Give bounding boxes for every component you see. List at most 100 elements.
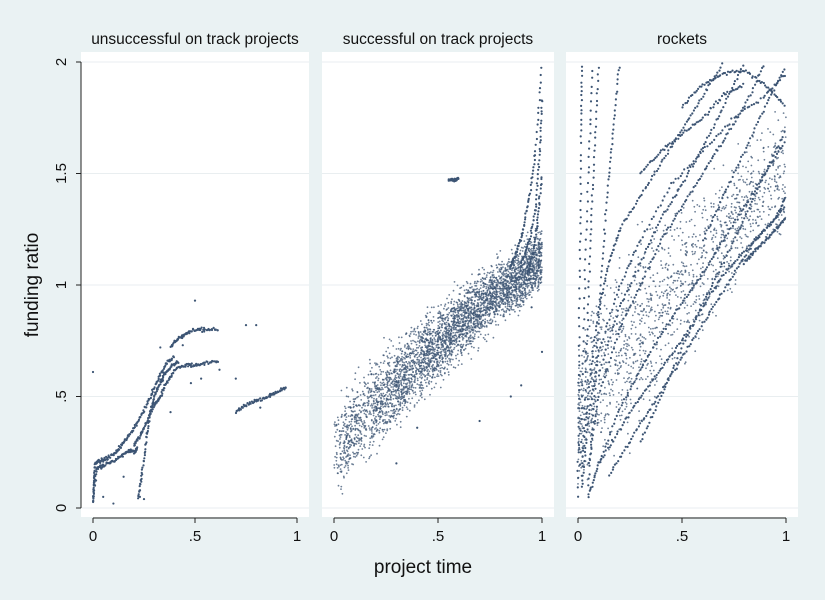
scatter-point <box>431 341 434 343</box>
scatter-point <box>512 302 514 305</box>
scatter-point <box>607 336 609 339</box>
scatter-point <box>532 259 534 261</box>
scatter-point <box>402 400 405 402</box>
scatter-point <box>365 461 367 463</box>
scatter-point <box>413 362 416 365</box>
trajectory-point <box>530 189 533 192</box>
scatter-point <box>483 285 486 288</box>
scatter-point <box>710 303 713 306</box>
scatter-point <box>466 282 469 285</box>
scatter-point <box>356 453 359 455</box>
scatter-point <box>502 271 505 274</box>
scatter-point <box>513 276 516 279</box>
scatter-point <box>491 319 494 322</box>
scatter-point <box>459 307 462 310</box>
scatter-point <box>387 405 390 408</box>
scatter-point <box>740 175 743 178</box>
scatter-point <box>457 312 460 315</box>
scatter-point <box>467 314 470 317</box>
scatter-point <box>431 366 434 369</box>
scatter-point <box>525 278 528 281</box>
scatter-point <box>446 350 449 352</box>
trajectory-point <box>528 268 532 271</box>
trajectory-point <box>161 379 165 382</box>
scatter-point <box>526 260 529 263</box>
scatter-point <box>391 356 393 359</box>
scatter-point <box>445 335 448 338</box>
scatter-point <box>493 296 496 298</box>
scatter-point <box>413 350 415 353</box>
scatter-point <box>473 307 476 310</box>
scatter-point <box>482 336 485 339</box>
scatter-point <box>436 375 438 378</box>
scatter-point <box>454 323 456 326</box>
scatter-point <box>682 290 685 292</box>
scatter-point <box>406 362 409 365</box>
scatter-point <box>477 349 479 352</box>
scatter-point <box>445 330 448 333</box>
trajectory-point <box>239 408 242 411</box>
scatter-point <box>337 440 339 443</box>
scatter-point <box>498 268 501 270</box>
scatter-point <box>367 402 370 405</box>
scatter-point <box>342 421 345 424</box>
scatter-point <box>423 369 426 372</box>
scatter-point <box>400 394 403 396</box>
scatter-point <box>537 284 540 286</box>
scatter-point <box>621 319 623 322</box>
scatter-point <box>435 346 438 348</box>
scatter-point <box>494 286 497 289</box>
scatter-point <box>457 343 459 346</box>
scatter-point <box>431 338 434 341</box>
scatter-point <box>371 396 373 399</box>
scatter-point <box>413 340 416 343</box>
scatter-point <box>496 287 499 290</box>
scatter-point <box>425 352 428 355</box>
scatter-point <box>360 419 362 422</box>
scatter-point <box>664 266 667 269</box>
scatter-point <box>528 291 531 294</box>
scatter-point <box>425 324 428 327</box>
scatter-point <box>508 305 511 308</box>
scatter-point <box>401 409 404 412</box>
trajectory-point <box>529 229 533 232</box>
trajectory-point <box>520 260 523 264</box>
scatter-point <box>462 284 465 287</box>
scatter-point <box>384 405 387 408</box>
scatter-point <box>352 455 355 458</box>
scatter-point <box>413 406 416 408</box>
scatter-point <box>539 271 542 274</box>
trajectory-point <box>540 112 543 115</box>
scatter-point <box>367 373 370 376</box>
scatter-point <box>389 398 391 401</box>
scatter-point <box>717 204 720 207</box>
scatter-point <box>529 291 532 293</box>
scatter-point <box>654 320 656 322</box>
trajectory-point <box>259 397 262 400</box>
scatter-point <box>389 369 392 372</box>
trajectory-point <box>530 231 533 235</box>
scatter-point <box>391 405 393 408</box>
trajectory-point <box>524 218 527 221</box>
scatter-point <box>628 452 631 455</box>
scatter-point <box>427 331 429 334</box>
scatter-point <box>442 346 444 348</box>
scatter-point <box>436 373 439 376</box>
scatter-point <box>390 386 393 388</box>
scatter-point <box>417 325 419 328</box>
scatter-point <box>470 312 472 315</box>
scatter-point <box>481 277 484 280</box>
scatter-point <box>464 322 467 325</box>
scatter-point <box>493 312 496 315</box>
scatter-point <box>367 404 370 406</box>
scatter-point <box>402 392 404 395</box>
scatter-point <box>510 280 513 283</box>
scatter-point <box>379 407 382 409</box>
scatter-point <box>343 457 345 460</box>
scatter-point <box>503 278 505 280</box>
scatter-point <box>354 442 356 445</box>
scatter-point <box>642 314 645 316</box>
scatter-point <box>684 361 687 364</box>
scatter-point <box>448 349 451 352</box>
trajectory-point <box>526 241 530 244</box>
